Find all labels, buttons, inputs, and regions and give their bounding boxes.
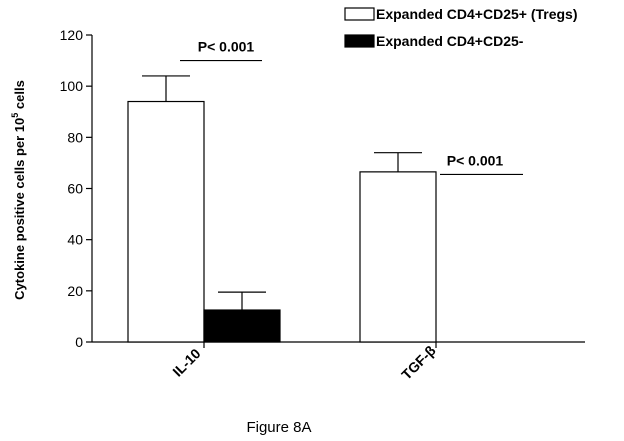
y-tick-label: 120 [60,27,84,43]
y-tick-label: 40 [67,232,83,248]
x-tick-label: IL-10 [169,345,204,380]
bars [127,75,437,343]
y-tick-label: 0 [75,334,83,350]
significance-label: P< 0.001 [198,39,255,55]
legend-label: Expanded CD4+CD25+ (Tregs) [376,6,578,22]
y-tick-label: 20 [67,283,83,299]
y-axis-title-main: Cytokine positive cells per 10 [12,118,27,300]
legend-swatch [344,7,375,21]
legend-swatch [344,34,375,48]
y-axis-title-suffix: cells [12,80,27,113]
y-axis-title-superscript: 5 [10,113,20,118]
figure-caption: Figure 8A [246,419,311,436]
bar [359,171,437,343]
legend: Expanded CD4+CD25+ (Tregs) Expanded CD4+C… [344,6,578,49]
significance-label: P< 0.001 [447,152,504,168]
bar [203,309,281,343]
annotations: P< 0.001 P< 0.001 [180,39,523,176]
y-tick-label: 60 [67,181,83,197]
y-axis-title: Cytokine positive cells per 105 cells [10,80,27,300]
y-tick-label: 100 [60,78,84,94]
x-tick-label: TGF-β [398,342,439,383]
bar [127,100,205,343]
y-tick-label: 80 [67,129,83,145]
legend-label: Expanded CD4+CD25- [376,33,524,49]
